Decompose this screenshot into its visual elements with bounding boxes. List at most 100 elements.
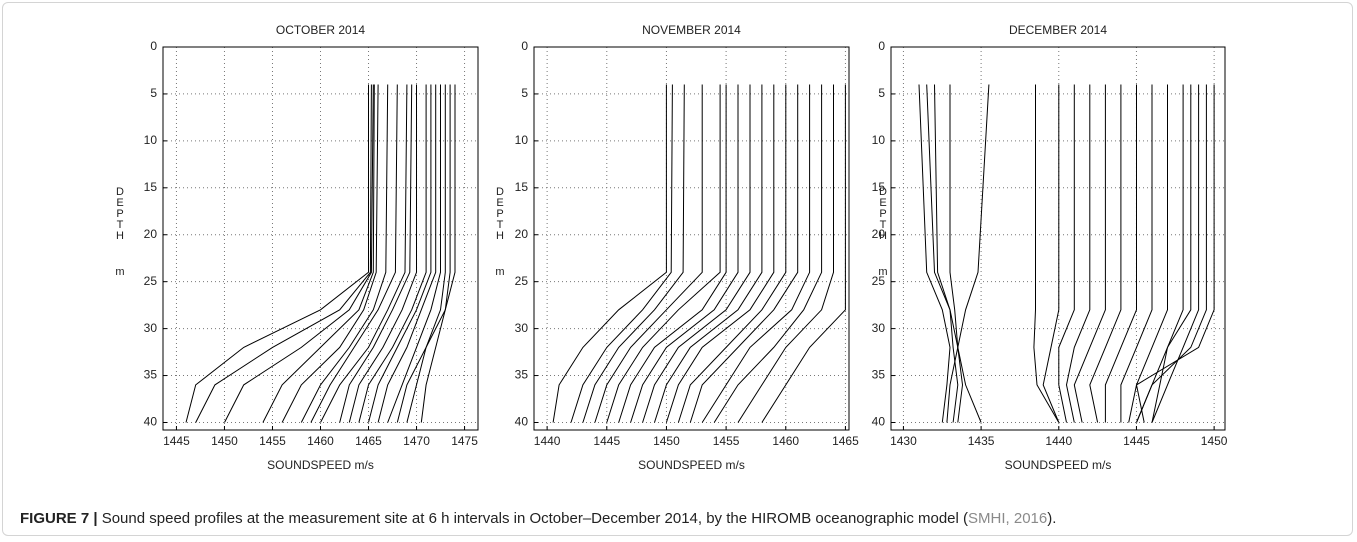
profile-line — [1104, 84, 1137, 423]
profile-line — [420, 84, 451, 423]
profile-line — [552, 84, 667, 423]
y-tick-label: 10 — [515, 133, 529, 147]
y-tick-label: 5 — [878, 86, 885, 100]
profile-line — [582, 84, 685, 423]
plot-frame — [533, 46, 850, 431]
profile-line — [761, 84, 846, 423]
profile-line — [406, 84, 446, 423]
profile-line — [926, 84, 959, 423]
x-tick-label: 1455 — [259, 434, 286, 448]
profile-line — [918, 84, 951, 423]
y-tick-label: 25 — [515, 274, 529, 288]
y-tick-label: 0 — [878, 39, 885, 53]
x-tick-label: 1470 — [403, 434, 430, 448]
y-axis-label: DEPTH — [114, 186, 126, 241]
x-tick-label: 1450 — [1201, 434, 1228, 448]
profile-line — [1151, 84, 1192, 423]
x-tick-label: 1445 — [593, 434, 620, 448]
y-axis-label: DEPTH — [494, 186, 506, 241]
x-tick-label: 1475 — [451, 434, 478, 448]
plot-frame — [890, 46, 1226, 431]
profile-line — [262, 84, 375, 423]
profile-line — [689, 84, 799, 423]
y-tick-label: 15 — [872, 180, 886, 194]
y-tick-label: 35 — [872, 368, 886, 382]
profile-line — [1033, 84, 1060, 423]
panel-title: NOVEMBER 2014 — [642, 23, 741, 37]
profile-line — [348, 84, 417, 423]
x-tick-label: 1450 — [653, 434, 680, 448]
profile-line — [387, 84, 441, 423]
panel-title: DECEMBER 2014 — [1009, 23, 1107, 37]
y-axis-unit: m — [877, 266, 889, 277]
plot-frame — [162, 46, 479, 431]
profile-line — [396, 84, 456, 423]
profile-line — [737, 84, 834, 423]
profile-line — [1089, 84, 1122, 423]
profile-line — [642, 84, 751, 423]
panel-title: OCTOBER 2014 — [276, 23, 365, 37]
y-tick-label: 10 — [872, 133, 886, 147]
y-tick-label: 35 — [515, 368, 529, 382]
y-tick-label: 30 — [144, 321, 158, 335]
x-tick-label: 1435 — [968, 434, 995, 448]
y-tick-label: 5 — [150, 86, 157, 100]
profile-line — [713, 84, 823, 423]
profile-line — [1065, 84, 1091, 423]
profile-line — [320, 84, 408, 423]
profile-line — [570, 84, 673, 423]
profile-line — [665, 84, 775, 423]
profile-line — [1136, 84, 1207, 423]
y-axis-label: DEPTH — [877, 186, 889, 241]
profile-line — [701, 84, 811, 423]
profile-line — [281, 84, 379, 423]
x-tick-label: 1430 — [890, 434, 917, 448]
y-tick-label: 15 — [515, 180, 529, 194]
profile-line — [957, 84, 990, 423]
x-tick-label: 1445 — [163, 434, 190, 448]
profile-line — [377, 84, 437, 423]
caption-citation[interactable]: SMHI, 2016 — [968, 510, 1048, 527]
profile-line — [949, 84, 964, 423]
caption-end: ). — [1047, 510, 1057, 527]
caption-text: Sound speed profiles at the measurement … — [97, 510, 969, 527]
x-tick-label: 1450 — [211, 434, 238, 448]
x-axis-label: SOUNDSPEED m/s — [638, 458, 745, 472]
profile-line — [368, 84, 432, 423]
x-tick-label: 1440 — [534, 434, 561, 448]
x-tick-label: 1460 — [772, 434, 799, 448]
profile-line — [1042, 84, 1060, 423]
profile-line — [1151, 84, 1200, 423]
profile-line — [630, 84, 739, 423]
y-tick-label: 35 — [144, 368, 158, 382]
profile-line — [358, 84, 427, 423]
y-tick-label: 40 — [872, 415, 886, 429]
y-tick-label: 40 — [515, 415, 529, 429]
profile-line — [934, 84, 959, 423]
y-tick-label: 0 — [521, 39, 528, 53]
profile-line — [594, 84, 703, 423]
x-axis-label: SOUNDSPEED m/s — [267, 458, 374, 472]
profile-line — [1058, 84, 1075, 423]
x-axis-label: SOUNDSPEED m/s — [1005, 458, 1112, 472]
profile-line — [310, 84, 398, 423]
profile-line — [618, 84, 727, 423]
x-tick-label: 1455 — [713, 434, 740, 448]
y-tick-label: 30 — [872, 321, 886, 335]
profile-line — [339, 84, 413, 423]
profile-line — [1073, 84, 1106, 423]
x-tick-label: 1445 — [1123, 434, 1150, 448]
y-tick-label: 0 — [150, 39, 157, 53]
profile-line — [1136, 84, 1184, 423]
profile-line — [1120, 84, 1153, 423]
y-tick-label: 10 — [144, 133, 158, 147]
profile-line — [1128, 84, 1168, 423]
chart: OCTOBER 2014 1445 1450 1455 1460 1465 1470 1475… — [144, 23, 1228, 472]
y-tick-label: 20 — [144, 227, 158, 241]
y-tick-label: 25 — [144, 274, 158, 288]
x-tick-label: 1465 — [355, 434, 382, 448]
profile-line — [185, 84, 369, 423]
profile-line — [654, 84, 763, 423]
